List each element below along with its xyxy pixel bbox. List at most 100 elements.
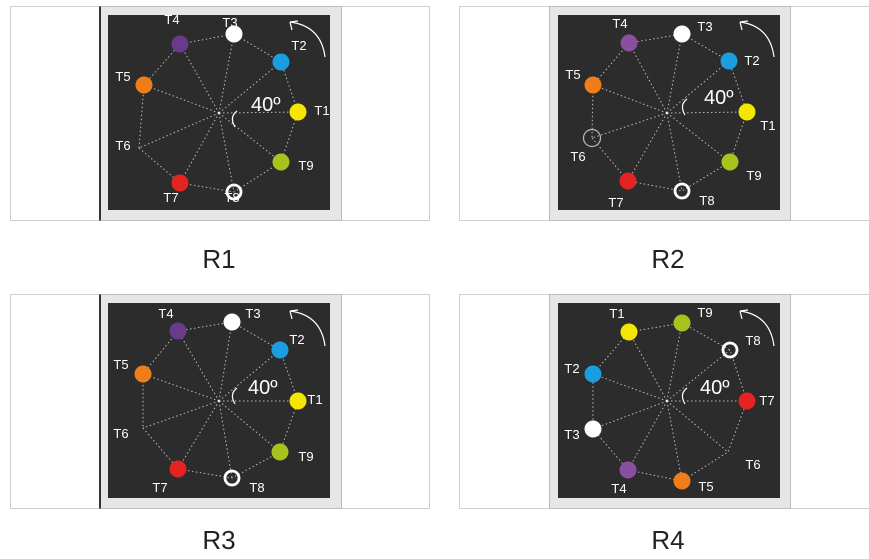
- target-t8-label: T8: [249, 480, 264, 495]
- spoke-line: [177, 330, 220, 402]
- spoke-line: [218, 112, 282, 163]
- spoke-line: [218, 111, 299, 114]
- panel-r2-caption: R2: [651, 244, 685, 274]
- target-t5-marker: [584, 76, 602, 94]
- spoke-line: [666, 33, 683, 114]
- spoke-line: [666, 112, 731, 163]
- angle-arc: [681, 98, 688, 116]
- target-t1-label: T1: [314, 103, 329, 118]
- spoke-line: [627, 400, 668, 471]
- spoke-line: [218, 112, 235, 193]
- spoke-line: [218, 349, 281, 402]
- target-t2-label: T2: [289, 332, 304, 347]
- target-t9-marker: [721, 153, 739, 171]
- target-t9-marker: [673, 314, 691, 332]
- spoke-line: [628, 331, 668, 402]
- spoke-line: [666, 111, 748, 114]
- spoke-line: [591, 112, 668, 139]
- target-t3-label: T3: [564, 427, 579, 442]
- spoke-line: [666, 400, 729, 453]
- target-t9-label: T9: [746, 168, 761, 183]
- target-t2-label: T2: [291, 38, 306, 53]
- target-t9-label: T9: [298, 158, 313, 173]
- angle-label: 40º: [704, 87, 734, 109]
- target-t9-label: T9: [697, 305, 712, 320]
- spoke-line: [592, 84, 668, 114]
- hub-point: [666, 112, 668, 114]
- target-t6-marker: [582, 128, 602, 148]
- target-t8-marker: [673, 182, 691, 200]
- spoke-line: [142, 400, 220, 429]
- target-t2-marker: [271, 341, 289, 359]
- target-t4-label: T4: [164, 12, 179, 27]
- target-t5-marker: [673, 472, 691, 490]
- spoke-line: [628, 42, 668, 114]
- target-t6-label: T6: [745, 457, 760, 472]
- target-t1-marker: [738, 103, 756, 121]
- rotation-arrow-icon: [289, 310, 326, 347]
- spoke-line: [666, 322, 683, 402]
- target-t3-label: T3: [245, 306, 260, 321]
- rotation-arrowhead-icon: [739, 20, 749, 31]
- target-t7-marker: [619, 172, 637, 190]
- target-t4-marker: [171, 35, 189, 53]
- spoke-line: [666, 112, 683, 192]
- target-t5-marker: [135, 76, 153, 94]
- target-t2-label: T2: [564, 361, 579, 376]
- target-t9-marker: [271, 443, 289, 461]
- target-t6-label: T6: [113, 426, 128, 441]
- target-t4-marker: [169, 322, 187, 340]
- spoke-line: [143, 84, 220, 114]
- panel-r1-caption: R1: [202, 244, 236, 274]
- angle-arc: [681, 387, 688, 405]
- target-t4-label: T4: [611, 481, 626, 496]
- target-t3-marker: [673, 25, 691, 43]
- target-t1-marker: [289, 392, 307, 410]
- target-t2-marker: [720, 52, 738, 70]
- panel-r4-caption: R4: [651, 525, 685, 555]
- target-t5-marker: [134, 365, 152, 383]
- target-t7-marker: [169, 460, 187, 478]
- spoke-line: [218, 33, 235, 114]
- spoke-line: [666, 349, 731, 402]
- spoke-line: [179, 43, 220, 114]
- target-t3-label: T3: [697, 19, 712, 34]
- panel-4-graphics: 40º T1 T2 T3 T4 T5 T6 T7 T8 T9: [564, 305, 775, 496]
- spoke-line: [138, 112, 220, 149]
- target-t7-marker: [738, 392, 756, 410]
- panel-3-graphics: 40º T1 T2 T3 T4 T5 T6 T7 T8 T9: [113, 306, 326, 495]
- perimeter-path: [592, 322, 748, 482]
- target-t8-marker: [721, 341, 739, 359]
- spoke-line: [218, 400, 233, 479]
- rotation-arrow-icon: [289, 21, 326, 58]
- hub-point: [666, 400, 668, 402]
- target-t7-label: T7: [608, 195, 623, 210]
- perimeter-path: [138, 33, 299, 193]
- panel-1-graphics: 40º T1 T2 T3 T4 T5 T6 T7 T8 T9: [115, 12, 329, 205]
- target-t5-label: T5: [115, 69, 130, 84]
- target-t9-marker: [272, 153, 290, 171]
- angle-label: 40º: [700, 377, 730, 399]
- target-t8-label: T8: [699, 193, 714, 208]
- target-t3-marker: [223, 313, 241, 331]
- target-t1-marker: [620, 323, 638, 341]
- target-t7-label: T7: [759, 393, 774, 408]
- target-t3-marker: [225, 25, 243, 43]
- spoke-line: [592, 400, 668, 430]
- rotation-arrowhead-icon: [289, 309, 299, 320]
- spoke-line: [666, 400, 683, 482]
- target-t2-marker: [272, 53, 290, 71]
- spoke-line: [218, 321, 233, 402]
- target-t1-marker: [289, 103, 307, 121]
- spoke-line: [142, 373, 220, 402]
- target-t6-label: T6: [570, 149, 585, 164]
- target-t8-marker: [225, 183, 243, 201]
- target-t8-label: T8: [224, 190, 239, 205]
- panel-2-graphics: 40º T1 T2 T3 T4 T5 T6 T7 T8 T9: [565, 16, 775, 210]
- target-t7-label: T7: [163, 190, 178, 205]
- target-t6-label: T6: [115, 138, 130, 153]
- target-t3-label: T3: [222, 15, 237, 30]
- target-t1-label: T1: [609, 306, 624, 321]
